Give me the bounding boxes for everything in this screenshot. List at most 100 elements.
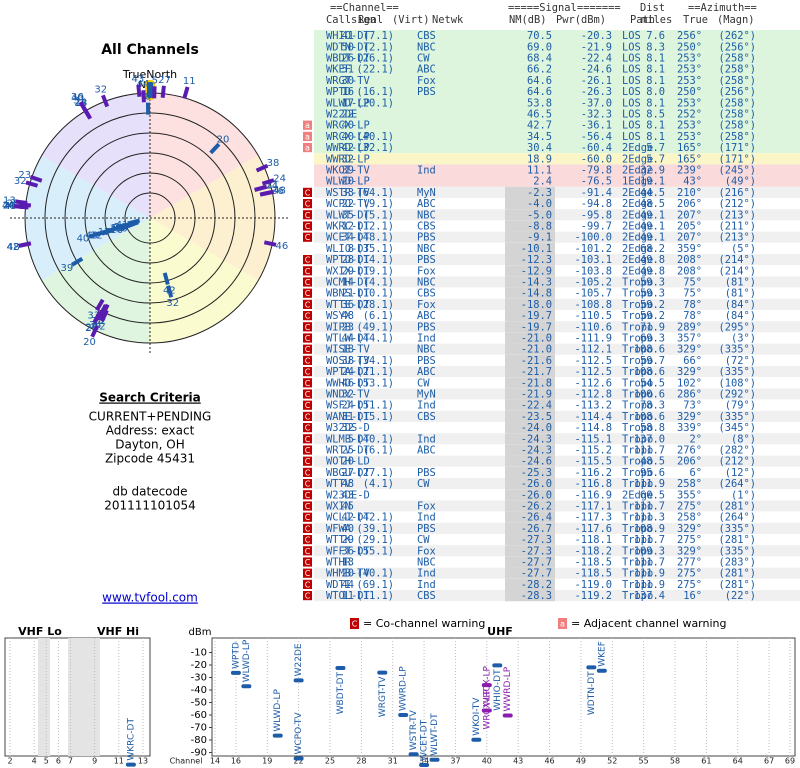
warning-letter: C <box>305 457 311 466</box>
cell-true: 275° <box>677 579 702 591</box>
cell-network: Ind <box>417 579 436 591</box>
cell-dist: 111.7 <box>634 557 665 569</box>
y-tick-label: -60 <box>191 710 207 721</box>
site-link[interactable]: www.tvfool.com <box>102 591 198 605</box>
warning-letter: C <box>305 323 311 332</box>
row-bg <box>314 119 800 131</box>
row-bg <box>314 52 800 64</box>
cell-path: Tropo <box>622 411 653 423</box>
warning-icon <box>303 266 312 276</box>
column-header: Netwk <box>432 14 464 26</box>
cell-path: Tropo <box>622 344 653 356</box>
polar-label: 25 <box>7 199 20 210</box>
column-header: Path <box>630 14 655 26</box>
cell-pwr: -116.2 <box>574 467 612 479</box>
cell-magn: (216°) <box>718 187 756 199</box>
nm-cell-bg <box>505 254 555 266</box>
cell-real: 12 <box>341 221 354 233</box>
cell-callsign: WISE-TV <box>326 344 370 356</box>
cell-dist: 59.2 <box>640 299 665 311</box>
cell-callsign: WLIO-DT <box>326 243 371 255</box>
nm-cell-bg <box>505 366 555 378</box>
cell-dist: 44.5 <box>640 187 665 199</box>
cell-real: 27 <box>341 467 354 479</box>
cell-dist: 111.7 <box>634 534 665 546</box>
warning-icon <box>303 221 312 231</box>
cell-network: CBS <box>417 221 436 233</box>
cell-magn: (264°) <box>718 512 756 524</box>
cell-real: 33 <box>341 187 354 199</box>
cell-network: NBC <box>417 277 436 289</box>
cell-path: 2Edge <box>622 142 653 154</box>
cell-path: 2Edge <box>622 232 653 244</box>
cell-real: 32 <box>341 422 354 434</box>
cell-true: 258° <box>677 478 702 490</box>
warning-icon <box>303 568 312 578</box>
cell-path: LOS <box>622 75 641 87</box>
cell-virt: (34.1) <box>356 355 394 367</box>
warning-icon <box>303 467 312 477</box>
cell-callsign: WOSU-TV <box>326 355 370 367</box>
cell-magn: (281°) <box>718 568 756 580</box>
cell-network: CW <box>417 377 430 389</box>
row-bg <box>314 567 800 579</box>
cell-nm: -8.8 <box>527 221 552 233</box>
cell-pwr: -117.3 <box>574 512 612 524</box>
cell-true: 275° <box>677 534 702 546</box>
warning-letter: C <box>305 424 311 433</box>
warning-icon <box>303 411 312 421</box>
nm-cell-bg <box>505 522 555 534</box>
cell-callsign: WCMH-DT <box>326 277 371 289</box>
cell-callsign: WWRD-LP <box>326 142 370 154</box>
cell-true: 275° <box>677 501 702 513</box>
warning-letter: C <box>305 491 311 500</box>
cell-real: 35 <box>341 209 354 221</box>
cell-true: 78° <box>683 299 702 311</box>
cell-real: 13 <box>341 557 354 569</box>
warning-icon <box>303 591 312 601</box>
nm-cell-bg <box>505 578 555 590</box>
cell-callsign: WDTN-DT <box>326 41 371 53</box>
cell-virt: (7.1) <box>363 30 394 42</box>
row-bg <box>314 276 800 288</box>
row-bg <box>314 478 800 490</box>
signal-mark <box>125 762 136 767</box>
column-header: Callsign <box>326 14 376 26</box>
cell-nm: -27.3 <box>521 534 552 546</box>
cell-true: 252° <box>677 109 702 121</box>
row-bg <box>314 321 800 333</box>
warning-icon <box>303 299 312 309</box>
x-tick-label: 22 <box>294 757 304 766</box>
cell-callsign: WHIO-DT <box>326 30 371 42</box>
cell-pwr: -117.1 <box>574 501 612 513</box>
cell-dist: 58.8 <box>640 422 665 434</box>
cell-path: Tropo <box>622 557 653 569</box>
cell-pwr: -21.9 <box>581 41 612 53</box>
row-bg <box>314 578 800 590</box>
signal-label: WKRC-DT <box>126 718 136 761</box>
cell-magn: (84°) <box>725 310 756 322</box>
nm-cell-bg <box>505 209 555 221</box>
cell-pwr: -100.0 <box>574 232 612 244</box>
cell-virt: (53.1) <box>356 377 394 389</box>
cell-nm: 30.4 <box>527 142 552 154</box>
cell-real: 17 <box>341 97 354 109</box>
cell-path: Tropo <box>622 545 653 557</box>
cell-magn: (256°) <box>718 41 756 53</box>
polar-station <box>18 202 32 208</box>
warning-icon <box>303 277 312 287</box>
cell-network: ABC <box>417 64 436 76</box>
nm-cell-bg <box>505 377 555 389</box>
row-bg <box>314 41 800 53</box>
cell-path: Tropo <box>622 445 653 457</box>
nm-cell-bg <box>505 489 555 501</box>
cell-dist: 111.3 <box>634 512 665 524</box>
polar-label: 21 <box>266 180 279 191</box>
cell-callsign: WNDY-TV <box>326 389 370 401</box>
cell-nm: -27.3 <box>521 545 552 557</box>
cell-pwr: -115.1 <box>574 433 612 445</box>
cell-magn: (295°) <box>718 321 756 333</box>
warning-letter: C <box>305 558 311 567</box>
cell-nm: -2.3 <box>527 187 552 199</box>
cell-pwr: -26.3 <box>581 86 612 98</box>
